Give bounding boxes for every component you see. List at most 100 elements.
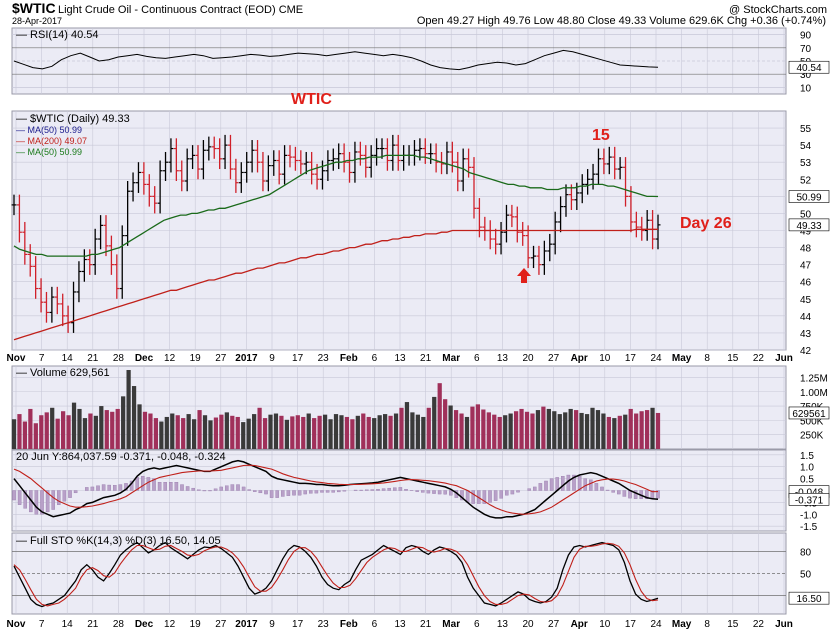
volume-bar (241, 422, 246, 449)
macd-histogram-bar (505, 490, 509, 496)
date-axis-upper-tick: 9 (269, 353, 275, 364)
volume-bar (159, 421, 164, 449)
volume-bar (415, 414, 420, 449)
price-title: — $WTIC (Daily) 49.33 (16, 113, 130, 125)
macd-histogram-bar (180, 484, 184, 491)
volume-bar (634, 413, 639, 449)
volume-bar (137, 404, 142, 449)
volume-tick: 1.25M (800, 373, 828, 384)
date-axis-upper-tick: 15 (727, 353, 739, 364)
macd-histogram-bar (17, 490, 22, 505)
volume-bar (39, 415, 44, 449)
volume-bar (28, 408, 33, 449)
date-axis-lower-tick: 17 (292, 619, 304, 630)
volume-bar (268, 414, 273, 449)
volume-bar (257, 407, 262, 449)
macd-histogram-bar (253, 490, 257, 492)
date-axis-lower-tick: Mar (442, 619, 460, 630)
macd-histogram-bar (376, 489, 380, 491)
volume-bar (524, 411, 530, 449)
volume-bar (508, 413, 513, 449)
volume-bar (22, 421, 28, 449)
macd-value-tag-1: -0.371 (795, 495, 824, 506)
macd-histogram-bar (309, 490, 313, 494)
date-axis-lower-tick: 22 (753, 619, 765, 630)
macd-histogram-bar (656, 490, 660, 499)
volume-bar (61, 411, 66, 449)
volume-bar (481, 409, 486, 449)
date-axis-upper-tick: 14 (62, 353, 74, 364)
date-axis-lower-tick: 21 (87, 619, 99, 630)
volume-bar (55, 418, 60, 449)
volume-bar (186, 414, 191, 449)
date-axis-upper-tick: 21 (420, 353, 432, 364)
macd-histogram-bar (471, 490, 475, 504)
macd-histogram-bar (219, 486, 223, 491)
macd-histogram-bar (230, 484, 235, 491)
macd-histogram-bar (141, 476, 145, 491)
date-axis-lower-tick: 20 (522, 619, 534, 630)
date-axis-upper-tick: Mar (442, 353, 460, 364)
volume-bar (191, 419, 197, 449)
macd-histogram-bar (325, 490, 330, 493)
volume-bar (579, 412, 584, 449)
volume-bar (77, 408, 82, 449)
volume-bar (393, 413, 399, 449)
price-tick: 48 (800, 244, 812, 255)
volume-bar (552, 411, 557, 449)
macd-histogram-bar (23, 490, 27, 509)
price-tick: 42 (800, 346, 812, 357)
volume-bar (148, 413, 153, 449)
macd-histogram-bar (510, 490, 515, 495)
macd-histogram-bar (146, 477, 151, 491)
macd-histogram-bar (34, 490, 39, 515)
macd-histogram-bar (555, 477, 559, 491)
date-axis-upper-tick: 19 (190, 353, 202, 364)
price-tick: 46 (800, 278, 812, 289)
macd-histogram-bar (107, 484, 111, 491)
volume-bar (262, 418, 268, 449)
price-value-tag-1: 49.33 (796, 221, 821, 232)
volume-bar (568, 408, 573, 449)
date-axis-lower-tick: 9 (269, 619, 275, 630)
rsi-tick: 30 (800, 70, 812, 81)
macd-histogram-bar (589, 479, 593, 491)
date-axis-lower-tick: 21 (420, 619, 432, 630)
macd-histogram-bar (264, 490, 268, 495)
ma50-line (13, 154, 659, 257)
date-axis-lower-tick: Jun (775, 619, 793, 630)
volume-bar (213, 417, 219, 449)
volume-bar (639, 411, 644, 449)
macd-histogram-bar (269, 490, 274, 498)
date-axis-lower-tick: Apr (571, 619, 588, 630)
date-axis-upper-tick: 13 (394, 353, 406, 364)
macd-histogram-bar (493, 490, 498, 501)
volume-bar (252, 414, 257, 449)
volume-bar (164, 416, 169, 449)
volume-bar (623, 414, 628, 449)
macd-histogram-bar (68, 490, 72, 498)
volume-bar (121, 396, 126, 449)
volume-bar (486, 412, 491, 449)
date-axis-upper-tick: Dec (135, 353, 154, 364)
volume-bar (464, 416, 470, 449)
volume-bar (590, 407, 595, 449)
date-axis-lower-tick: 14 (62, 619, 74, 630)
macd-tick: 1.5 (800, 451, 814, 462)
volume-bar (115, 408, 120, 449)
macd-histogram-bar (645, 490, 649, 499)
volume-bar (372, 418, 377, 449)
volume-bar (606, 416, 611, 449)
volume-bar (224, 412, 229, 449)
volume-bar (541, 406, 546, 449)
volume-bar (399, 407, 404, 449)
macd-histogram-bar (247, 489, 251, 491)
date-axis-upper-tick: 7 (39, 353, 45, 364)
macd-value-tag-1-box (788, 493, 830, 506)
macd-histogram-bar (12, 490, 16, 501)
volume-bar (426, 407, 431, 449)
price-tick: 50 (800, 209, 812, 220)
volume-bar (322, 414, 328, 449)
macd-histogram-bar (527, 488, 531, 491)
